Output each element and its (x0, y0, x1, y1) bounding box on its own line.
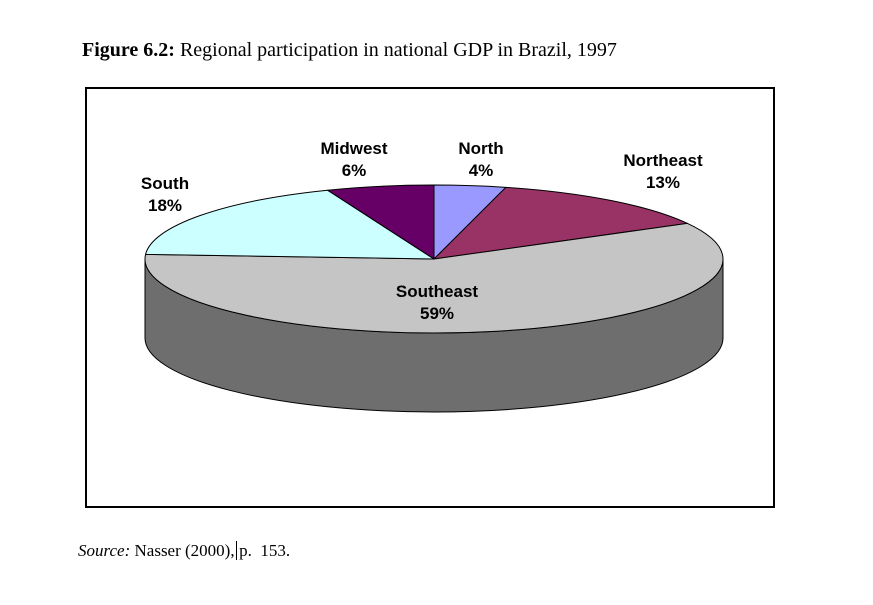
figure-caption-text: Regional participation in national GDP i… (179, 39, 617, 61)
slice-name: Southeast (395, 282, 479, 301)
slice-percent: 4% (468, 161, 494, 180)
figure-caption: Figure 6.2: Regional participation in na… (82, 38, 617, 62)
slice-percent: 59% (419, 304, 455, 323)
slice-name: Midwest (320, 139, 388, 158)
source-citation: Nasser (2000), (130, 541, 235, 560)
source-line: Source: Nasser (2000), p. 153. (78, 540, 290, 561)
slice-label-southeast: Southeast 59% (396, 281, 478, 325)
slice-percent: 6% (341, 161, 367, 180)
slice-name: South (140, 174, 190, 193)
slice-label-south: South 18% (141, 173, 189, 217)
slice-label-north: North 4% (458, 138, 503, 182)
source-label: Source: (78, 541, 131, 560)
slice-percent: 13% (645, 173, 681, 192)
slice-label-midwest: Midwest 6% (320, 138, 387, 182)
figure-number: Figure 6.2: (82, 39, 175, 61)
slice-name: Northeast (623, 151, 703, 170)
slice-percent: 18% (147, 196, 183, 215)
slice-label-northeast: Northeast 13% (623, 150, 702, 194)
text-cursor (235, 541, 238, 560)
chart-frame: South 18% Midwest 6% North 4% Northeast … (85, 87, 775, 508)
slice-name: North (458, 139, 504, 158)
source-page: p. 153. (239, 541, 291, 560)
pie-chart (144, 184, 724, 413)
